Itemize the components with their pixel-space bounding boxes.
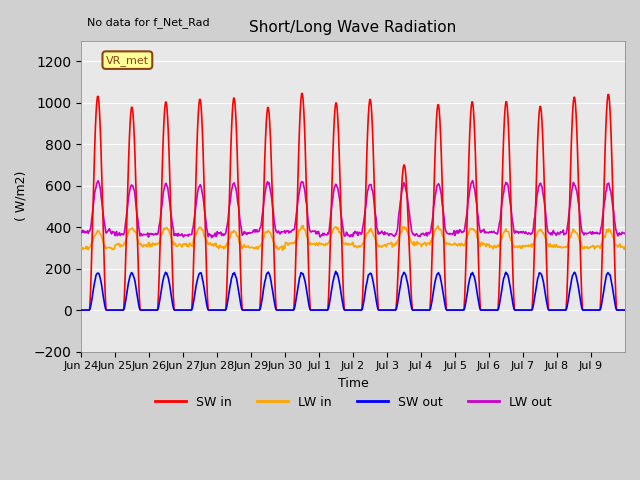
Text: VR_met: VR_met: [106, 55, 149, 66]
X-axis label: Time: Time: [338, 377, 369, 390]
Text: No data for f_Net_Rad: No data for f_Net_Rad: [86, 17, 209, 28]
Title: Short/Long Wave Radiation: Short/Long Wave Radiation: [250, 20, 457, 36]
Legend: SW in, LW in, SW out, LW out: SW in, LW in, SW out, LW out: [150, 391, 556, 414]
Y-axis label: ( W/m2): ( W/m2): [15, 171, 28, 221]
